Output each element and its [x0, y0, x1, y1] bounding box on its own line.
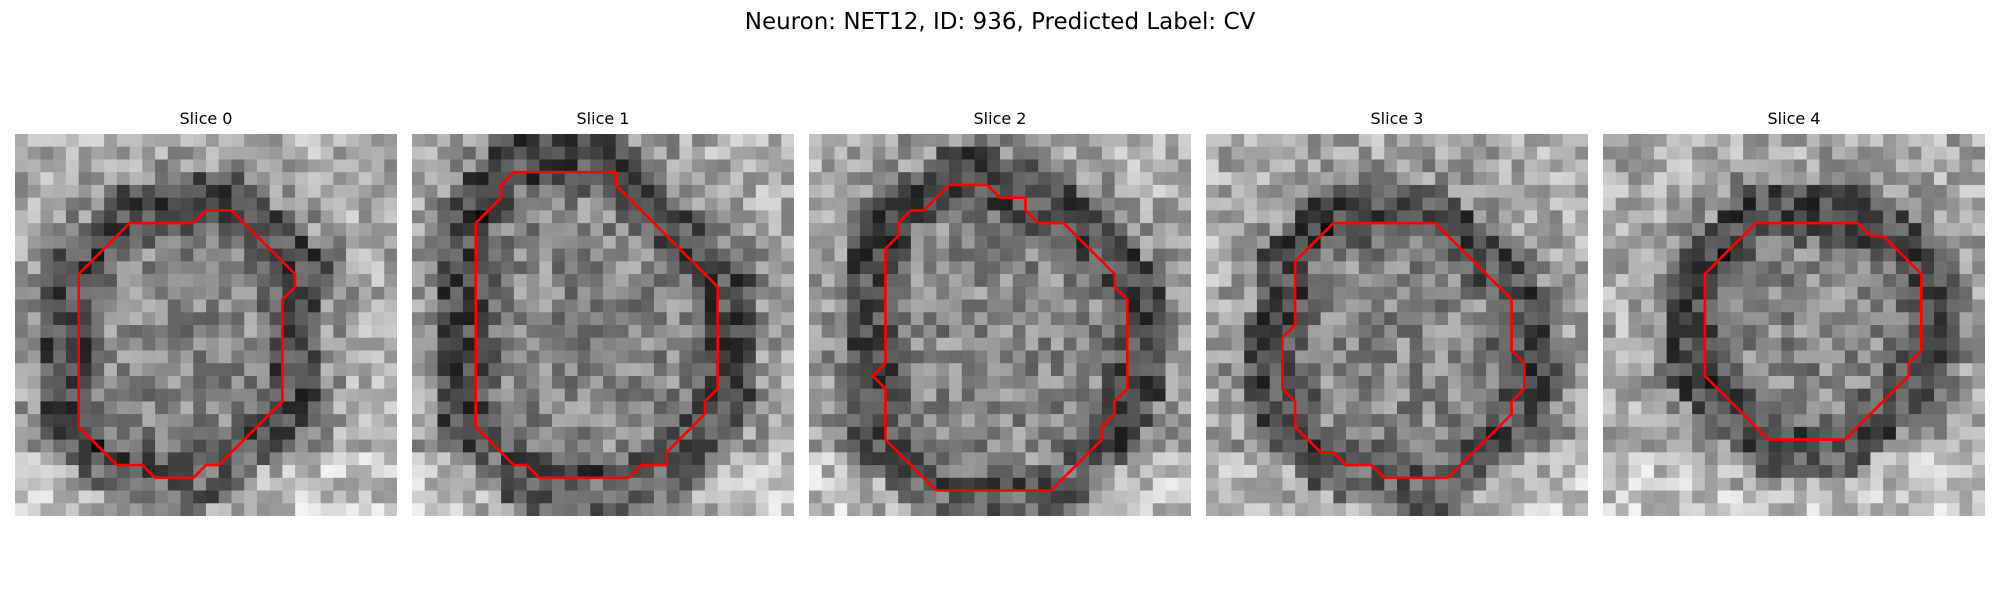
- slice-3-contour: [1281, 221, 1526, 480]
- slice-4-pixels: [1603, 134, 1985, 516]
- slice-4-contour: [1703, 221, 1923, 441]
- slice-image-svg-2: [809, 134, 1191, 516]
- slice-image-svg-4: [1603, 134, 1985, 516]
- slice-image-svg-1: [412, 134, 794, 516]
- slice-title-2: Slice 2: [973, 109, 1027, 128]
- slice-title-4: Slice 4: [1767, 109, 1821, 128]
- slice-2-pixels: [809, 134, 1191, 516]
- slice-image-2: [809, 134, 1191, 516]
- slice-panel-2: Slice 2: [809, 108, 1191, 520]
- slice-panel-4: Slice 4: [1603, 108, 1985, 520]
- slice-2-contour: [871, 183, 1129, 492]
- slice-1-contour: [474, 170, 719, 480]
- slice-title-3: Slice 3: [1370, 109, 1424, 128]
- slice-image-1: [412, 134, 794, 516]
- slice-title-1: Slice 1: [576, 109, 630, 128]
- slice-panel-0: Slice 0: [15, 108, 397, 520]
- slice-0-contour: [77, 209, 297, 480]
- slice-image-4: [1603, 134, 1985, 516]
- slice-title-0: Slice 0: [179, 109, 233, 128]
- slice-0-pixels: [15, 134, 397, 516]
- figure-title: Neuron: NET12, ID: 936, Predicted Label:…: [744, 9, 1256, 35]
- slice-3-pixels: [1206, 134, 1588, 516]
- slice-panel-3: Slice 3: [1206, 108, 1588, 520]
- slice-image-3: [1206, 134, 1588, 516]
- slice-panel-1: Slice 1: [412, 108, 794, 520]
- slice-image-svg-0: [15, 134, 397, 516]
- slice-1-pixels: [412, 134, 794, 516]
- slice-image-0: [15, 134, 397, 516]
- slice-image-svg-3: [1206, 134, 1588, 516]
